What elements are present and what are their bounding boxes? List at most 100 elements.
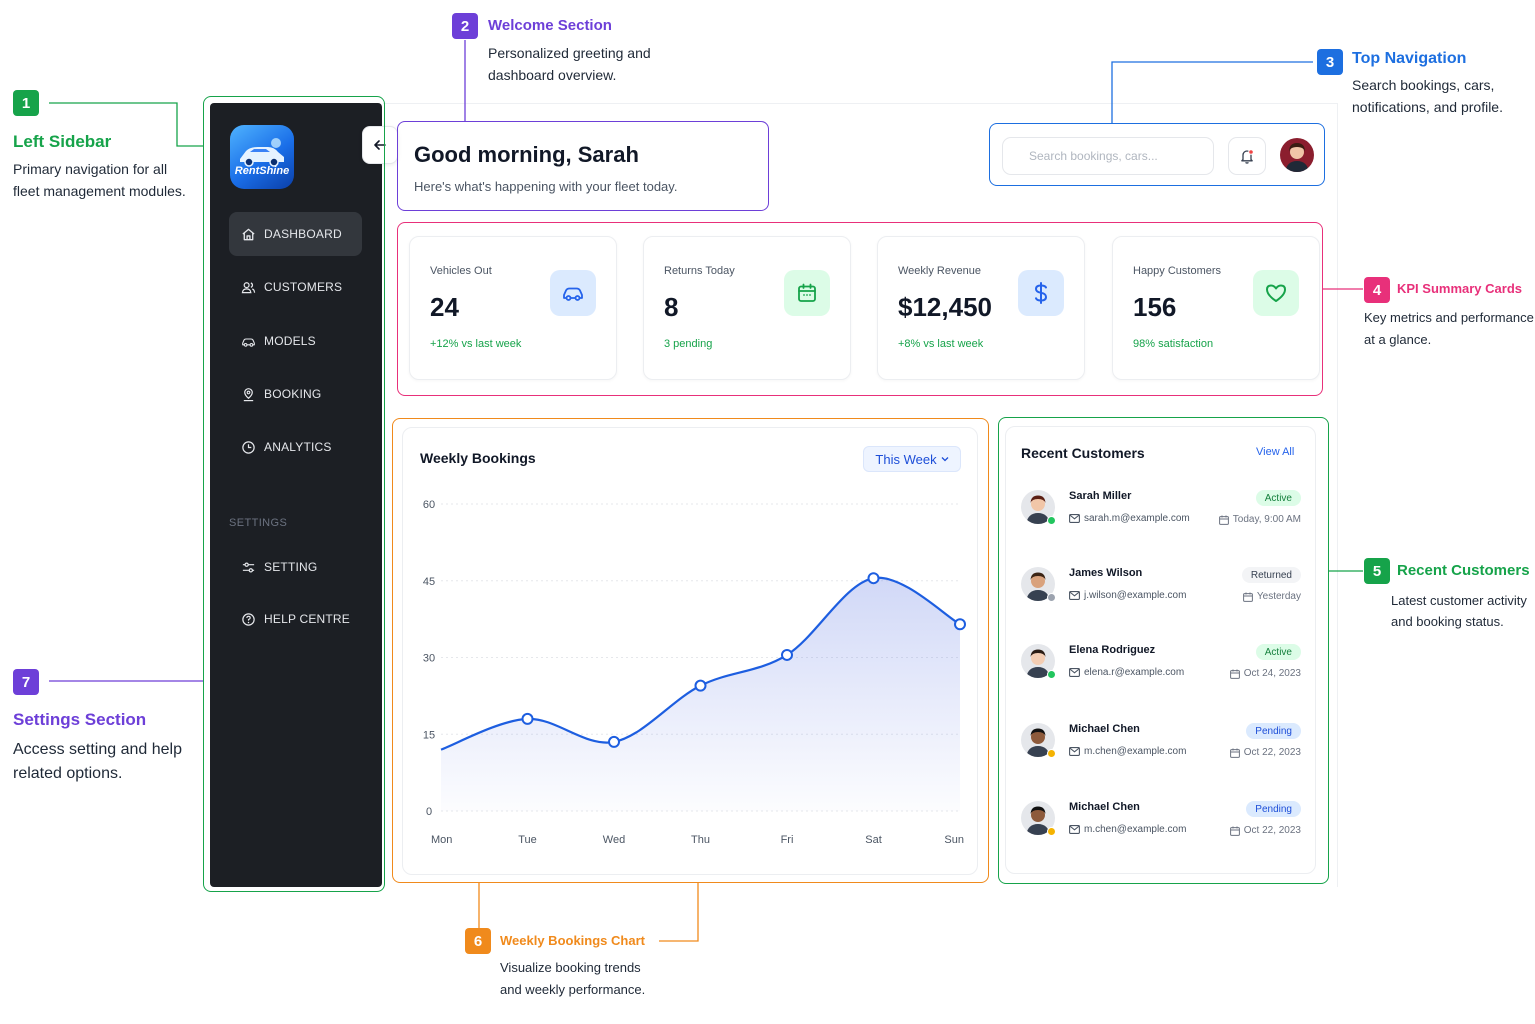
sidebar-item-label: ANALYTICS — [264, 440, 332, 454]
car-icon — [550, 270, 596, 316]
sidebar-item-label: BOOKING — [264, 387, 322, 401]
customer-email-text: m.chen@example.com — [1084, 746, 1187, 757]
profile-avatar[interactable] — [1280, 138, 1314, 172]
status-badge: Pending — [1246, 723, 1301, 739]
callout-desc-4b: at a glance. — [1364, 332, 1432, 347]
sidebar-item-label: DASHBOARD — [264, 227, 342, 241]
callout-desc-6b: and weekly performance. — [500, 982, 646, 997]
callout-desc-3a: Search bookings, cars, — [1352, 77, 1495, 93]
customer-time-text: Oct 24, 2023 — [1243, 668, 1301, 679]
calendar-icon — [784, 270, 830, 316]
customer-email-text: elena.r@example.com — [1084, 667, 1185, 678]
avatar — [1280, 138, 1314, 172]
customer-row[interactable]: Michael Chen m.chen@example.com Pending Oct… — [1005, 723, 1316, 775]
chart-title: Weekly Bookings — [420, 450, 536, 466]
callout-badge-3: 3 — [1317, 49, 1343, 75]
sidebar-item-analytics[interactable]: ANALYTICS — [229, 425, 362, 469]
customer-row[interactable]: Sarah Miller sarah.m@example.com Active Tod… — [1005, 490, 1316, 542]
highlight-left-sidebar — [203, 96, 385, 892]
status-badge: Pending — [1246, 801, 1301, 817]
data-point — [954, 618, 966, 631]
data-point — [867, 572, 880, 585]
highlight-welcome — [397, 121, 769, 211]
customer-email: m.chen@example.com — [1069, 746, 1186, 757]
callout-desc-4a: Key metrics and performance — [1364, 310, 1534, 325]
data-point — [521, 712, 534, 725]
users-icon — [241, 281, 256, 293]
data-point — [781, 648, 793, 661]
y-tick-label: 45 — [423, 576, 435, 588]
kpi-note: +8% vs last week — [898, 338, 984, 350]
presence-dot — [1047, 749, 1056, 758]
sidebar-item-models[interactable]: MODELS — [229, 319, 362, 363]
mail-icon — [1069, 747, 1080, 756]
x-tick-label: Tue — [518, 834, 537, 846]
calendar-icon — [1229, 669, 1240, 679]
notifications-button[interactable] — [1228, 137, 1266, 175]
customer-email-text: sarah.m@example.com — [1084, 513, 1190, 524]
status-badge: Active — [1255, 644, 1301, 660]
callout-badge-2: 2 — [452, 13, 478, 39]
kpi-value: 8 — [664, 292, 679, 322]
mail-icon — [1069, 591, 1080, 600]
highlight-kpi-cards — [397, 222, 1323, 396]
welcome-title: Good morning, Sarah — [414, 142, 639, 167]
highlight-recent-customers — [998, 417, 1329, 884]
callout-title-7: Settings Section — [13, 710, 147, 729]
customer-time-text: Oct 22, 2023 — [1243, 747, 1301, 758]
kpi-card-returns-today[interactable]: Returns Today 8 3 pending — [643, 236, 851, 380]
x-tick-label: Mon — [431, 834, 452, 846]
y-tick-label: 30 — [423, 653, 435, 665]
x-tick-label: Wed — [603, 834, 625, 846]
customer-email: j.wilson@example.com — [1069, 590, 1186, 601]
customer-name: Sarah Miller — [1069, 490, 1132, 502]
car-icon — [242, 337, 255, 347]
kpi-label: Weekly Revenue — [898, 265, 981, 277]
kpi-card-happy-customers[interactable]: Happy Customers 156 98% satisfaction — [1112, 236, 1320, 380]
kpi-note: 98% satisfaction — [1133, 338, 1214, 350]
callout-badge-5: 5 — [1364, 558, 1390, 584]
x-tick-label: Thu — [691, 834, 710, 846]
callout-desc-7b: related options. — [13, 765, 123, 782]
location-pin-icon — [243, 387, 254, 401]
kpi-note: +12% vs last week — [430, 338, 522, 350]
data-point — [694, 679, 707, 692]
customer-email: m.chen@example.com — [1069, 824, 1186, 835]
customer-row[interactable]: Michael Chen m.chen@example.com Pending Oct… — [1005, 801, 1316, 853]
view-all-link[interactable]: View All — [1256, 446, 1295, 458]
callout-desc-2a: Personalized greeting and — [488, 45, 651, 61]
bell-icon — [1241, 149, 1254, 164]
mail-icon — [1069, 514, 1080, 523]
sidebar-item-label: HELP CENTRE — [264, 612, 351, 626]
range-label: This Week — [875, 451, 937, 467]
customer-row[interactable]: James Wilson j.wilson@example.com Returned… — [1005, 567, 1316, 619]
sidebar-item-setting[interactable]: SETTING — [229, 545, 362, 589]
search-input[interactable] — [1002, 137, 1214, 175]
sidebar-item-booking[interactable]: BOOKING — [229, 372, 362, 416]
sidebar-item-label: MODELS — [264, 334, 316, 348]
kpi-value: $12,450 — [898, 292, 992, 322]
app-logo[interactable]: RentShine — [230, 125, 294, 189]
sidebar-item-customers[interactable]: CUSTOMERS — [229, 265, 362, 309]
callout-badge-1: 1 — [13, 90, 39, 116]
arrow-left-icon — [374, 140, 386, 150]
kpi-card-vehicles-out[interactable]: Vehicles Out 24 +12% vs last week — [409, 236, 617, 380]
sidebar-item-dashboard[interactable]: DASHBOARD — [229, 212, 362, 256]
callout-desc-1b: fleet management modules. — [13, 183, 186, 199]
callout-desc-2b: dashboard overview. — [488, 67, 617, 83]
avatar — [1021, 723, 1055, 757]
sidebar-item-help-centre[interactable]: HELP CENTRE — [229, 597, 362, 641]
welcome-subtitle: Here's what's happening with your fleet … — [414, 179, 678, 194]
customer-row[interactable]: Elena Rodriguez elena.r@example.com Active… — [1005, 644, 1316, 696]
presence-dot — [1047, 516, 1056, 525]
presence-dot — [1047, 593, 1056, 602]
range-dropdown[interactable]: This Week — [863, 446, 961, 472]
car-logo-icon — [240, 138, 284, 167]
customer-time-text: Today, 9:00 AM — [1232, 514, 1301, 525]
x-tick-label: Sun — [944, 834, 964, 846]
kpi-label: Vehicles Out — [430, 265, 492, 277]
kpi-card-weekly-revenue[interactable]: Weekly Revenue $12,450 +8% vs last week — [877, 236, 1085, 380]
y-tick-label: 60 — [423, 499, 435, 511]
callout-title-4: KPI Summary Cards — [1397, 281, 1522, 296]
